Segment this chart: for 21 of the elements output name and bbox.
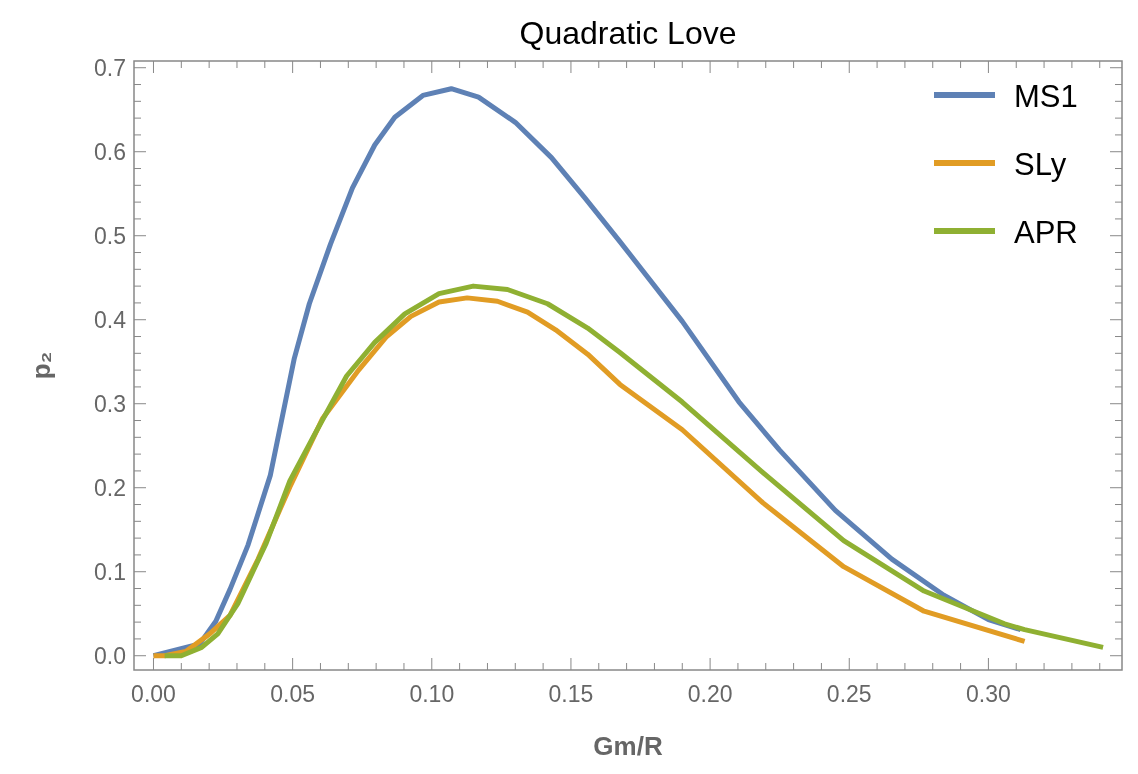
x-tick-label: 0.20: [687, 681, 733, 707]
x-tick-label: 0.10: [409, 681, 455, 707]
y-tick-label: 0.7: [94, 54, 126, 81]
y-tick-label: 0.6: [94, 138, 126, 165]
legend-label: MS1: [1014, 79, 1078, 114]
x-tick-label: 0.05: [270, 681, 316, 707]
legend-label: APR: [1014, 215, 1078, 250]
x-tick-label: 0.30: [966, 681, 1011, 707]
x-tick-label: 0.00: [131, 681, 176, 707]
y-tick-label: 0.0: [94, 642, 126, 669]
chart-title: Quadratic Love: [519, 15, 737, 51]
y-tick-label: 0.4: [94, 306, 127, 333]
y-tick-label: 0.1: [94, 558, 126, 585]
y-tick-label: 0.5: [94, 222, 126, 249]
x-axis-title: Gm/R: [593, 731, 663, 761]
y-tick-label: 0.2: [94, 474, 126, 501]
x-tick-label: 0.15: [548, 681, 594, 707]
y-tick-label: 0.3: [94, 390, 126, 417]
legend-label: SLy: [1014, 147, 1067, 182]
x-tick-label: 0.25: [826, 681, 872, 707]
y-axis-title: p₂: [26, 351, 56, 380]
